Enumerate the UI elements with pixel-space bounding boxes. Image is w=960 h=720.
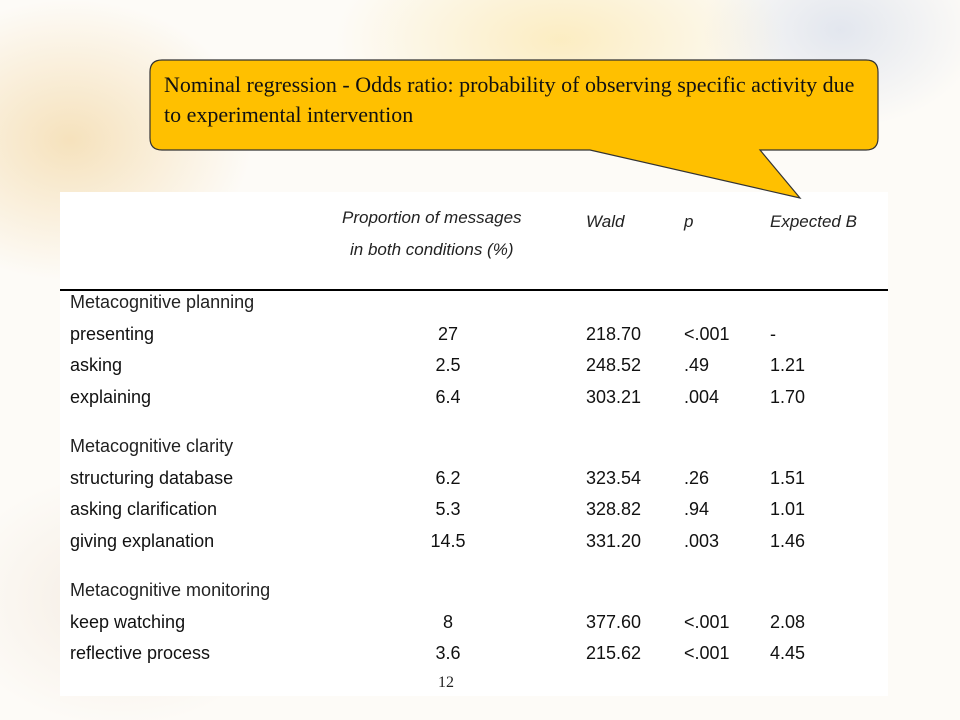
cell-p: <.001: [684, 323, 730, 344]
cell-wald: 323.54: [586, 467, 642, 488]
section-title: Metacognitive planning: [70, 292, 255, 312]
cell-label: asking: [70, 355, 123, 375]
cell-expected-b: 1.21: [770, 355, 806, 375]
header-wald: Wald: [586, 212, 625, 231]
header-proportion-line2: in both conditions (%): [350, 240, 514, 259]
header-proportion-line1: Proportion of messages: [342, 208, 522, 227]
cell-proportion: 6.2: [435, 467, 461, 488]
cell-p: <.001: [684, 611, 730, 632]
cell-wald: 248.52: [586, 355, 642, 375]
header-expected-b: Expected B: [770, 212, 857, 231]
cell-expected-b: 4.45: [770, 643, 806, 663]
section-title: Metacognitive clarity: [70, 436, 234, 456]
cell-wald: 215.62: [586, 643, 642, 663]
cell-label: asking clarification: [70, 499, 218, 519]
cell-proportion: 27: [437, 323, 459, 344]
cell-label: giving explanation: [70, 530, 215, 551]
cell-p: .94: [684, 499, 710, 519]
cell-label: explaining: [70, 386, 152, 407]
results-table: Proportion of messages in both condition…: [60, 192, 888, 696]
cell-label: structuring database: [70, 467, 234, 488]
cell-expected-b: 1.51: [770, 467, 806, 488]
cell-expected-b: 1.01: [770, 499, 806, 519]
cell-label: reflective process: [70, 643, 211, 663]
cell-p: .004: [684, 386, 720, 407]
cell-wald: 303.21: [586, 386, 642, 407]
cell-expected-b: 2.08: [770, 611, 806, 632]
cell-p: .49: [684, 355, 710, 375]
cell-expected-b: 1.70: [770, 386, 806, 407]
cell-proportion: 14.5: [430, 530, 466, 551]
cell-p: .003: [684, 530, 720, 551]
cell-p: <.001: [684, 643, 730, 663]
cell-proportion: 3.6: [435, 643, 461, 663]
page-number: 12: [438, 674, 454, 691]
cell-expected-b: -: [770, 323, 776, 344]
cell-label: keep watching: [70, 611, 186, 632]
callout-bubble: [149, 59, 879, 199]
cell-proportion: 6.4: [435, 386, 461, 407]
cell-wald: 377.60: [586, 611, 642, 632]
cell-wald: 328.82: [586, 499, 642, 519]
header-rule: [60, 289, 888, 291]
cell-wald: 218.70: [586, 323, 642, 344]
callout-text: Nominal regression - Odds ratio: probabi…: [164, 72, 855, 127]
cell-wald: 331.20: [586, 530, 642, 551]
section-title: Metacognitive monitoring: [70, 580, 271, 600]
cell-proportion: 8: [442, 611, 453, 632]
cell-expected-b: 1.46: [770, 530, 806, 551]
cell-label: presenting: [70, 323, 155, 344]
cell-p: .26: [684, 467, 710, 488]
header-p: p: [684, 212, 694, 231]
cell-proportion: 5.3: [435, 499, 461, 519]
cell-proportion: 2.5: [435, 355, 461, 375]
